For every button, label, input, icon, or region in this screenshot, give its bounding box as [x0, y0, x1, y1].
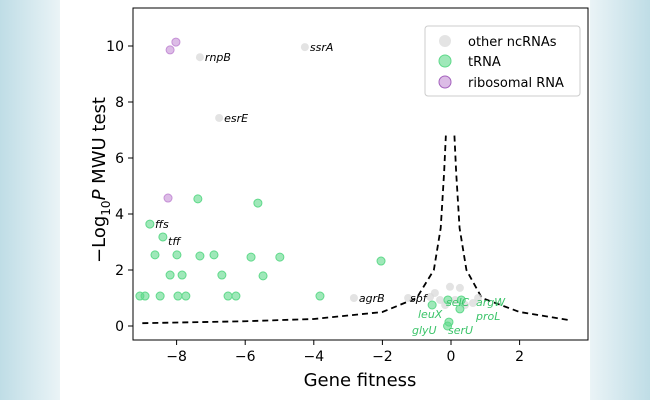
point-ribosomal-rna [165, 45, 175, 55]
point-trna [158, 232, 168, 242]
point-other-ncrnas [300, 43, 309, 52]
point-other-ncrnas [468, 299, 477, 308]
point-other-ncrnas [455, 283, 464, 292]
point-label: ssrA [310, 41, 334, 54]
y-tick-label: 0 [115, 319, 124, 335]
point-other-ncrnas [426, 292, 435, 301]
x-tick-label: 2 [515, 349, 524, 365]
point-trna [195, 251, 205, 261]
x-tick-label: −6 [235, 349, 256, 365]
point-trna [376, 256, 386, 266]
point-label: argW [476, 296, 506, 309]
point-trna [246, 252, 256, 262]
point-trna [150, 250, 160, 260]
y-tick-label: 2 [115, 263, 124, 279]
point-trna [456, 295, 466, 305]
point-trna [173, 291, 183, 301]
point-other-ncrnas [349, 294, 358, 302]
point-trna [443, 295, 453, 305]
point-trna [253, 198, 263, 208]
x-axis-label: Gene fitness [304, 370, 417, 391]
point-trna [315, 291, 325, 301]
point-trna [258, 271, 268, 281]
point-trna [181, 291, 191, 301]
point-label: tff [168, 235, 181, 248]
y-tick-label: 4 [115, 207, 124, 223]
point-trna [209, 250, 219, 260]
point-label: proL [475, 310, 500, 323]
legend: other ncRNAs tRNA ribosomal RNA [424, 25, 581, 97]
point-trna [140, 291, 150, 301]
legend-rrna: ribosomal RNA [468, 76, 564, 91]
y-axis-label: −Log10P MWU test [89, 97, 113, 263]
y-tick-label: 8 [115, 95, 124, 111]
threshold-curve-right [453, 135, 572, 322]
point-trna [172, 250, 182, 260]
point-trna [223, 291, 233, 301]
point-trna [231, 291, 241, 301]
point-label: serU [448, 324, 473, 337]
point-trna [455, 304, 465, 314]
point-trna [193, 194, 203, 204]
point-trna [427, 300, 437, 310]
point-trna [165, 270, 175, 280]
y-tick-label: 6 [115, 151, 124, 167]
point-trna [443, 321, 453, 331]
point-other-ncrnas [215, 113, 224, 122]
point-other-ncrnas [404, 294, 413, 302]
point-other-ncrnas [445, 282, 454, 291]
point-label: selC [446, 296, 470, 309]
legend-marker-other [439, 35, 451, 47]
x-tick-label: −4 [303, 349, 324, 365]
point-label: glyU [412, 324, 437, 337]
point-trna [155, 291, 165, 301]
x-tick-label: 0 [447, 349, 456, 365]
x-tick-label: −2 [372, 349, 393, 365]
point-other-ncrnas [195, 53, 204, 62]
point-trna [275, 252, 285, 262]
point-ribosomal-rna [163, 193, 173, 203]
point-trna [177, 270, 187, 280]
point-label: spf [410, 292, 429, 305]
legend-other: other ncRNAs [468, 35, 557, 50]
point-label: esrE [224, 112, 248, 125]
point-label: leuX [418, 308, 443, 321]
point-trna [145, 219, 155, 229]
point-other-ncrnas [436, 295, 445, 304]
legend-marker-rrna [438, 75, 452, 89]
point-ribosomal-rna [171, 37, 181, 47]
x-tick-label: −8 [166, 349, 187, 365]
point-other-ncrnas [474, 294, 483, 302]
point-label: ffs [155, 218, 169, 231]
point-trna [217, 270, 227, 280]
point-label: agrB [359, 292, 385, 305]
legend-marker-trna [438, 54, 452, 68]
plot-frame [132, 7, 589, 341]
point-other-ncrnas [451, 295, 460, 304]
point-label: rnpB [205, 51, 231, 64]
y-tick-label: 10 [106, 39, 124, 55]
legend-trna: tRNA [468, 55, 501, 70]
threshold-curve-left [142, 135, 447, 325]
